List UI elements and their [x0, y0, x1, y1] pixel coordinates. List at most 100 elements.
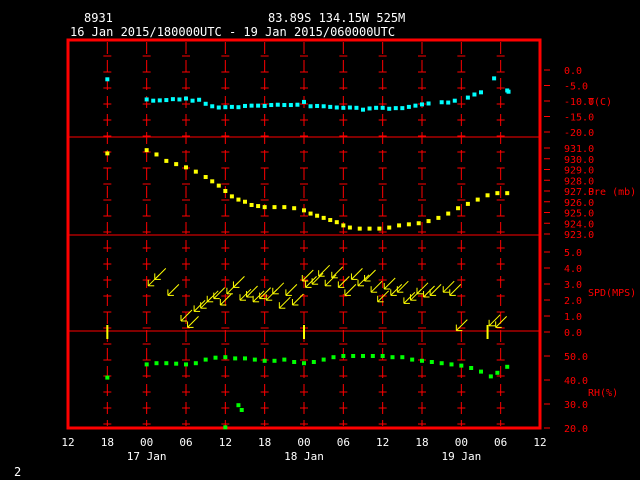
wind-arrow-shaft [213, 287, 226, 299]
humidity-point [459, 363, 464, 368]
temperature-point [367, 106, 372, 111]
temperature-point [151, 98, 156, 103]
pressure-point [387, 225, 392, 230]
temperature-point [236, 105, 241, 110]
x-tick-label: 18 [415, 436, 428, 449]
wind-tick-label: 3.0 [564, 280, 582, 291]
temperature-tick-label: 0.0 [564, 66, 582, 77]
x-tick-label: 18 [101, 436, 114, 449]
wind-arrow-shaft [390, 284, 403, 296]
temperature-point [256, 103, 261, 108]
temperature-point [406, 104, 411, 109]
pressure-point [397, 223, 402, 228]
x-tick-label: 06 [337, 436, 350, 449]
temperature-point [275, 102, 280, 107]
wind-arrow-shaft [285, 284, 298, 296]
wind-tick-label: 0.0 [564, 328, 582, 339]
pressure-point [321, 215, 326, 220]
x-tick-label: 00 [297, 436, 310, 449]
pressure-point [223, 189, 228, 193]
wind-arrow-shaft [246, 285, 258, 298]
wind-arrow-shaft [180, 309, 193, 322]
temperature-point [243, 103, 247, 108]
pressure-point [446, 211, 451, 216]
humidity-point [213, 355, 218, 360]
pressure-tick-label: 929.0 [564, 166, 594, 177]
pressure-point [272, 205, 277, 210]
wind-tick-label: 4.0 [564, 264, 582, 275]
wind-arrow-shaft [239, 288, 252, 301]
pressure-point [193, 169, 198, 174]
wind-panel-label: SPD(MPS) [588, 288, 636, 299]
wind-arrow-shaft [403, 292, 416, 304]
temperature-point [164, 98, 169, 103]
wind-arrow-shaft [187, 316, 199, 328]
pressure-point [308, 211, 313, 216]
humidity-point [341, 354, 346, 358]
humidity-point [420, 358, 424, 363]
temperature-tick-label: -20.0 [564, 128, 594, 139]
temperature-point [393, 106, 398, 111]
pressure-point [341, 223, 346, 228]
humidity-point [184, 362, 188, 367]
wind-arrow-shaft [292, 293, 304, 306]
humidity-point [449, 362, 454, 367]
humidity-point [505, 364, 510, 369]
temperature-point [341, 105, 346, 110]
x-tick-label: 06 [179, 436, 192, 449]
humidity-point [292, 360, 297, 364]
temperature-point [506, 89, 511, 94]
wind-arrow-shaft [423, 285, 435, 298]
temperature-point [492, 76, 497, 81]
pressure-point [154, 152, 159, 157]
temperature-point [479, 90, 483, 95]
wind-arrow-shaft [357, 274, 370, 287]
x-tick-label: 12 [219, 436, 232, 449]
wind-arrow-shaft [259, 287, 272, 299]
temperature-tick-label: -15.0 [564, 113, 594, 124]
wind-arrow-shaft [351, 268, 363, 280]
wind-arrow-shaft [370, 280, 383, 293]
temperature-point [465, 95, 470, 100]
temperature-point [262, 103, 267, 108]
humidity-point [370, 354, 375, 358]
pressure-point [426, 219, 431, 224]
humidity-tick-label: 50.0 [564, 352, 588, 363]
pressure-point [406, 222, 411, 227]
humidity-point [233, 356, 238, 361]
humidity-panel-label: RH(%) [588, 388, 618, 399]
temperature-point [157, 98, 162, 103]
pressure-point [210, 179, 215, 184]
temperature-point [223, 105, 228, 110]
wind-arrow-shaft [311, 272, 324, 285]
humidity-point [144, 362, 149, 367]
pressure-point [436, 215, 441, 220]
temperature-point [197, 97, 202, 102]
temperature-point [295, 102, 300, 107]
pressure-tick-label: 923.0 [564, 230, 594, 241]
humidity-point [174, 361, 179, 366]
humidity-point [331, 355, 336, 360]
pressure-tick-label: 927.0 [564, 187, 594, 198]
humidity-point [302, 361, 306, 366]
temperature-point [190, 98, 195, 103]
wind-arrow-shaft [305, 276, 317, 288]
humidity-point [495, 370, 500, 375]
pressure-point [144, 148, 149, 153]
temperature-point [347, 105, 352, 110]
humidity-point [439, 361, 444, 366]
wind-tick-label: 1.0 [564, 312, 582, 323]
temperature-point [308, 104, 313, 109]
x-tick-label: 12 [376, 436, 389, 449]
wind-arrow-shaft [488, 314, 501, 327]
temperature-point [472, 92, 477, 97]
wind-arrow-shaft [383, 277, 396, 290]
humidity-point [469, 366, 474, 370]
temperature-point [203, 101, 208, 106]
pressure-point [315, 213, 320, 218]
pressure-point [292, 206, 297, 211]
wind-arrow-shaft [344, 284, 357, 296]
wind-arrow-shaft [167, 284, 180, 296]
station-id: 8931 [84, 11, 113, 25]
